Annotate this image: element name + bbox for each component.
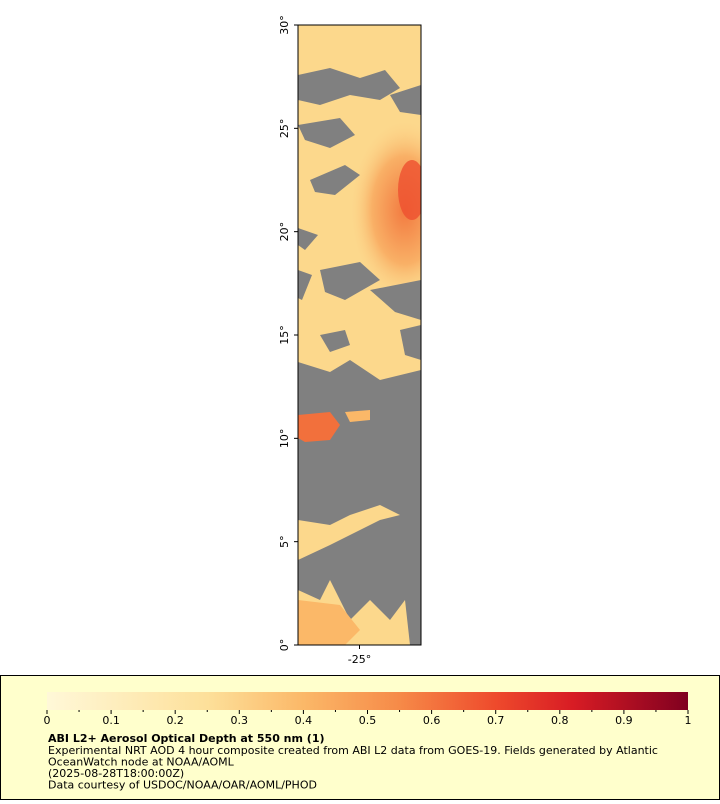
- y-tick-label: 25°: [278, 119, 291, 139]
- colorbar-tick-label: 0.2: [166, 714, 184, 727]
- colorbar-tick-label: 1: [685, 714, 692, 727]
- y-tick-label: 30°: [278, 15, 291, 35]
- colorbar-tick-label: 0.5: [359, 714, 377, 727]
- colorbar-tick-label: 0.6: [423, 714, 441, 727]
- map-image: [298, 25, 421, 645]
- colorbar-tick-label: 0.9: [615, 714, 633, 727]
- legend-line: (2025-08-28T18:00:00Z): [48, 767, 184, 780]
- x-tick-label: -25°: [348, 653, 371, 666]
- colorbar-tick-label: 0.3: [231, 714, 249, 727]
- y-tick-label: 20°: [278, 222, 291, 242]
- legend-line: OceanWatch node at NOAA/AOML: [48, 756, 235, 769]
- y-tick-label: 5°: [278, 535, 291, 548]
- colorbar-tick-label: 0.1: [102, 714, 120, 727]
- legend-line: Experimental NRT AOD 4 hour composite cr…: [48, 744, 658, 757]
- y-tick-label: 10°: [278, 429, 291, 449]
- legend-title: ABI L2+ Aerosol Optical Depth at 550 nm …: [48, 732, 325, 745]
- y-tick-label: 0°: [278, 639, 291, 652]
- colorbar-tick-label: 0.7: [487, 714, 505, 727]
- legend-line: Data courtesy of USDOC/NOAA/OAR/AOML/PHO…: [48, 779, 317, 792]
- colorbar-tick-label: 0.8: [551, 714, 569, 727]
- colorbar-tick-label: 0.4: [295, 714, 313, 727]
- y-tick-label: 15°: [278, 325, 291, 345]
- colorbar-tick-label: 0: [44, 714, 51, 727]
- colorbar: [47, 692, 688, 710]
